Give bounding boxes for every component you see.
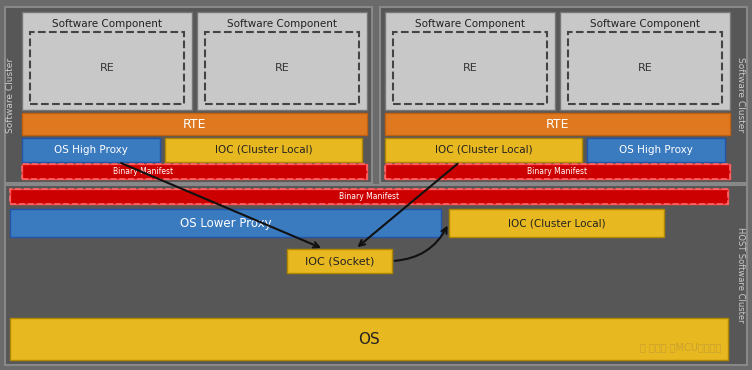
- Bar: [165, 138, 362, 162]
- Bar: [385, 113, 730, 135]
- Text: OS: OS: [358, 332, 380, 346]
- Text: OS High Proxy: OS High Proxy: [619, 145, 693, 155]
- Text: RE: RE: [274, 63, 290, 73]
- Bar: [568, 32, 722, 104]
- Text: IOC (Cluster Local): IOC (Cluster Local): [435, 145, 532, 155]
- Bar: [10, 318, 728, 360]
- Text: RTE: RTE: [183, 118, 206, 131]
- Text: Binary Manifest: Binary Manifest: [113, 167, 173, 176]
- Text: OS High Proxy: OS High Proxy: [54, 145, 128, 155]
- Text: Software Cluster: Software Cluster: [736, 57, 745, 132]
- Bar: [30, 32, 184, 104]
- Text: RTE: RTE: [546, 118, 569, 131]
- Text: 📰 公众号·汿MCU软件设计: 📰 公众号·汿MCU软件设计: [640, 342, 721, 352]
- Bar: [10, 189, 728, 204]
- Bar: [560, 12, 730, 110]
- Bar: [287, 249, 392, 273]
- Bar: [5, 185, 747, 365]
- Bar: [449, 209, 664, 237]
- Bar: [385, 12, 555, 110]
- Bar: [385, 164, 730, 179]
- Text: Software Component: Software Component: [590, 19, 700, 29]
- Bar: [385, 138, 581, 162]
- Bar: [22, 138, 160, 162]
- Bar: [197, 12, 367, 110]
- Text: Binary Manifest: Binary Manifest: [527, 167, 587, 176]
- Text: RE: RE: [638, 63, 653, 73]
- Bar: [380, 7, 747, 183]
- Bar: [22, 113, 367, 135]
- Text: RE: RE: [99, 63, 114, 73]
- Bar: [587, 138, 725, 162]
- Text: Software Component: Software Component: [227, 19, 337, 29]
- Text: Software Component: Software Component: [415, 19, 525, 29]
- Text: Binary Manifest: Binary Manifest: [339, 192, 399, 201]
- Text: Software Cluster: Software Cluster: [7, 57, 16, 132]
- Bar: [5, 7, 372, 183]
- Bar: [10, 189, 728, 204]
- Text: Software Component: Software Component: [52, 19, 162, 29]
- Bar: [22, 164, 367, 179]
- Text: OS Lower Proxy: OS Lower Proxy: [180, 216, 271, 229]
- Bar: [205, 32, 359, 104]
- Text: RE: RE: [462, 63, 478, 73]
- Bar: [22, 164, 367, 179]
- Bar: [385, 164, 730, 179]
- Text: IOC (Socket): IOC (Socket): [305, 256, 374, 266]
- Bar: [393, 32, 547, 104]
- Text: IOC (Cluster Local): IOC (Cluster Local): [214, 145, 312, 155]
- Bar: [22, 12, 192, 110]
- Text: IOC (Cluster Local): IOC (Cluster Local): [508, 218, 605, 228]
- Bar: [10, 209, 441, 237]
- Text: HOST Software Cluster: HOST Software Cluster: [735, 227, 744, 323]
